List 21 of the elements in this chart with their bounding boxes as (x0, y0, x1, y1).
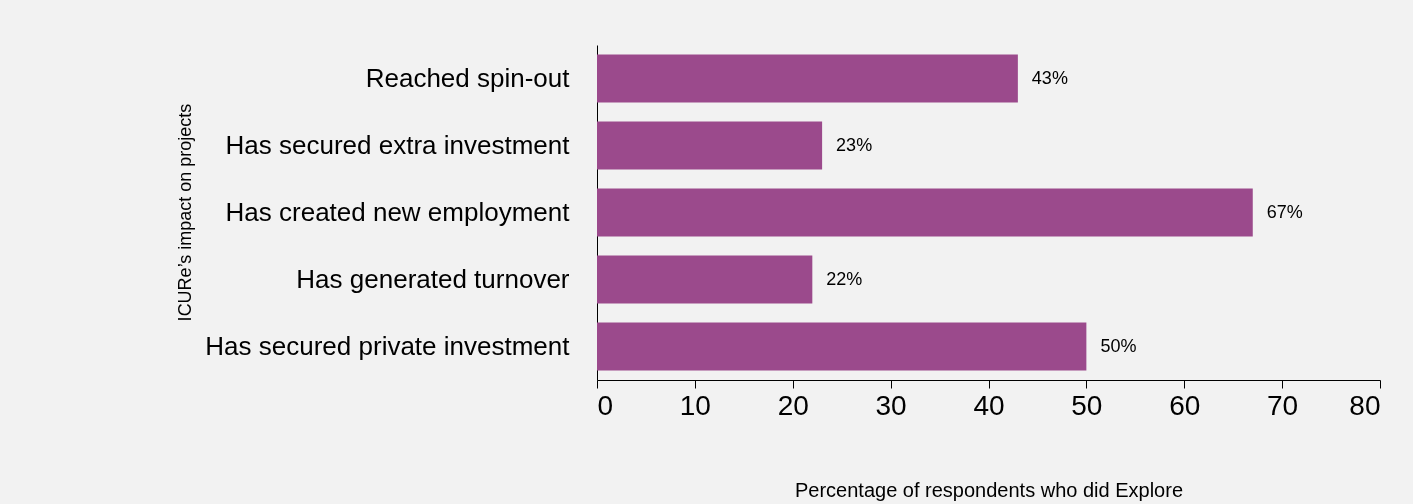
data-label: 43% (1031, 67, 1068, 88)
data-label: 22% (826, 268, 863, 289)
y-axis-title: ICURe’s impact on projects (174, 103, 195, 322)
x-axis-title: Percentage of respondents who did Explore (794, 478, 1184, 501)
y-tick-label: Has generated turnover (296, 263, 570, 294)
data-label: 67% (1266, 201, 1303, 222)
y-tick-label: Has secured extra investment (225, 129, 571, 160)
x-tick-label: 30 (875, 389, 907, 421)
x-tick-label: 50 (1071, 389, 1103, 421)
y-tick-label: Has secured private investment (205, 330, 571, 361)
x-tick-label: 60 (1169, 389, 1201, 421)
x-tick-label: 20 (777, 389, 809, 421)
x-tick-label: 40 (973, 389, 1005, 421)
y-tick-label: Reached spin-out (365, 62, 571, 93)
x-tick-label: 0 (597, 389, 614, 421)
x-tick-label: 10 (679, 389, 711, 421)
data-label: 50% (1100, 335, 1137, 356)
x-tick-label: 70 (1267, 389, 1299, 421)
data-label: 23% (836, 134, 873, 155)
y-tick-label: Has created new employment (225, 196, 571, 227)
x-tick-label: 80 (1349, 389, 1381, 421)
